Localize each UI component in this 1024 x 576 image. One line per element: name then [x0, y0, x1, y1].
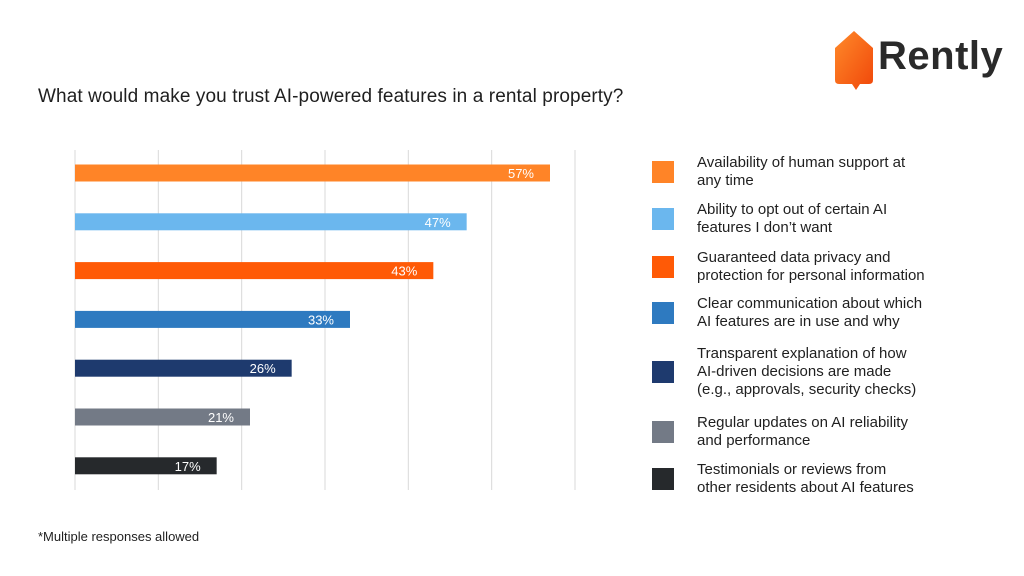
legend-label-line: protection for personal information	[697, 267, 925, 284]
legend-label: Ability to opt out of certain AI features…	[697, 201, 977, 237]
bar-6	[75, 408, 250, 426]
legend-label-line: other residents about AI features	[697, 479, 914, 496]
bar-7	[75, 457, 217, 475]
legend-label-line: any time	[697, 172, 754, 189]
bar-2	[75, 213, 467, 231]
legend-swatch	[652, 208, 674, 230]
house-chat-icon	[835, 31, 873, 90]
bar-5	[75, 359, 292, 377]
legend-label: Guaranteed data privacy and protection fo…	[697, 249, 977, 285]
legend-label-line: features I don’t want	[697, 219, 833, 236]
legend-label-line: Transparent explanation of how	[697, 345, 907, 362]
legend-label-line: Regular updates on AI reliability	[697, 414, 908, 431]
legend-label-line: Ability to opt out of certain AI	[697, 201, 888, 218]
bar-labels: 57% 47% 43% 33% 26% 21% 17%	[175, 166, 535, 474]
legend-swatch	[652, 161, 674, 183]
legend-label-line: Testimonials or reviews from	[697, 461, 887, 478]
bar-value-label: 33%	[308, 312, 334, 327]
bar-value-label: 17%	[175, 459, 201, 474]
legend-label: Clear communication about which AI featur…	[697, 295, 977, 331]
bar-value-label: 47%	[425, 215, 451, 230]
legend-swatch	[652, 468, 674, 490]
legend-label: Transparent explanation of how AI-driven …	[697, 345, 977, 399]
bar-4	[75, 310, 350, 328]
bar-value-label: 43%	[391, 264, 417, 279]
legend-label-line: AI-driven decisions are made	[697, 363, 892, 380]
legend-label-line: AI features are in use and why	[697, 313, 900, 330]
legend-label-line: Guaranteed data privacy and	[697, 249, 891, 266]
chart-title: What would make you trust AI-powered fea…	[38, 86, 624, 107]
bar-3	[75, 262, 434, 280]
legend-swatch	[652, 256, 674, 278]
bar-value-label: 57%	[508, 166, 534, 181]
bar-1	[75, 164, 550, 182]
legend-swatch	[652, 302, 674, 324]
bar-value-label: 21%	[208, 410, 234, 425]
rently-logo: Rently	[832, 28, 1004, 92]
legend-swatch	[652, 361, 674, 383]
legend-label-line: (e.g., approvals, security checks)	[697, 381, 917, 398]
legend-swatch	[652, 421, 674, 443]
bars	[75, 164, 550, 475]
legend-label: Regular updates on AI reliability and per…	[697, 414, 977, 450]
brand-name: Rently	[878, 34, 1004, 78]
bar-value-label: 26%	[250, 361, 276, 376]
footnote: *Multiple responses allowed	[38, 529, 200, 544]
legend-label-line: Availability of human support at	[697, 154, 906, 171]
legend-label: Availability of human support at any time	[697, 154, 977, 190]
legend-label: Testimonials or reviews from other reside…	[697, 461, 977, 497]
legend-label-line: Clear communication about which	[697, 295, 923, 312]
legend-label-line: and performance	[697, 432, 811, 449]
